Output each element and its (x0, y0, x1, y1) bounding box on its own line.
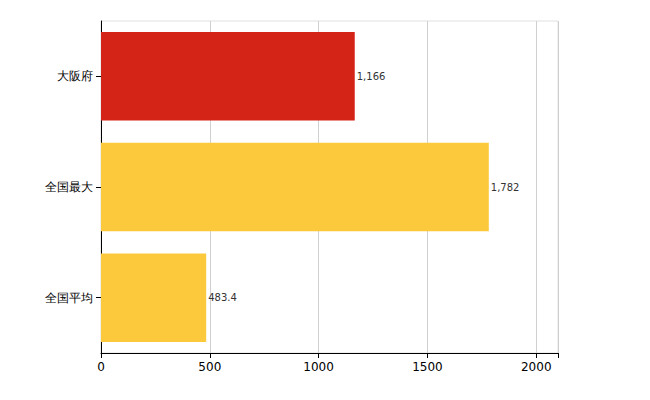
svg-text:1500: 1500 (412, 360, 443, 374)
svg-text:483.4: 483.4 (208, 292, 237, 303)
svg-text:1,166: 1,166 (357, 71, 386, 82)
svg-text:全国平均: 全国平均 (45, 291, 93, 305)
svg-text:0: 0 (97, 360, 105, 374)
svg-text:全国最大: 全国最大 (45, 180, 93, 194)
svg-text:1,782: 1,782 (491, 182, 520, 193)
svg-text:2000: 2000 (521, 360, 552, 374)
svg-text:1000: 1000 (303, 360, 334, 374)
svg-text:500: 500 (198, 360, 221, 374)
svg-text:大阪府: 大阪府 (57, 69, 93, 83)
